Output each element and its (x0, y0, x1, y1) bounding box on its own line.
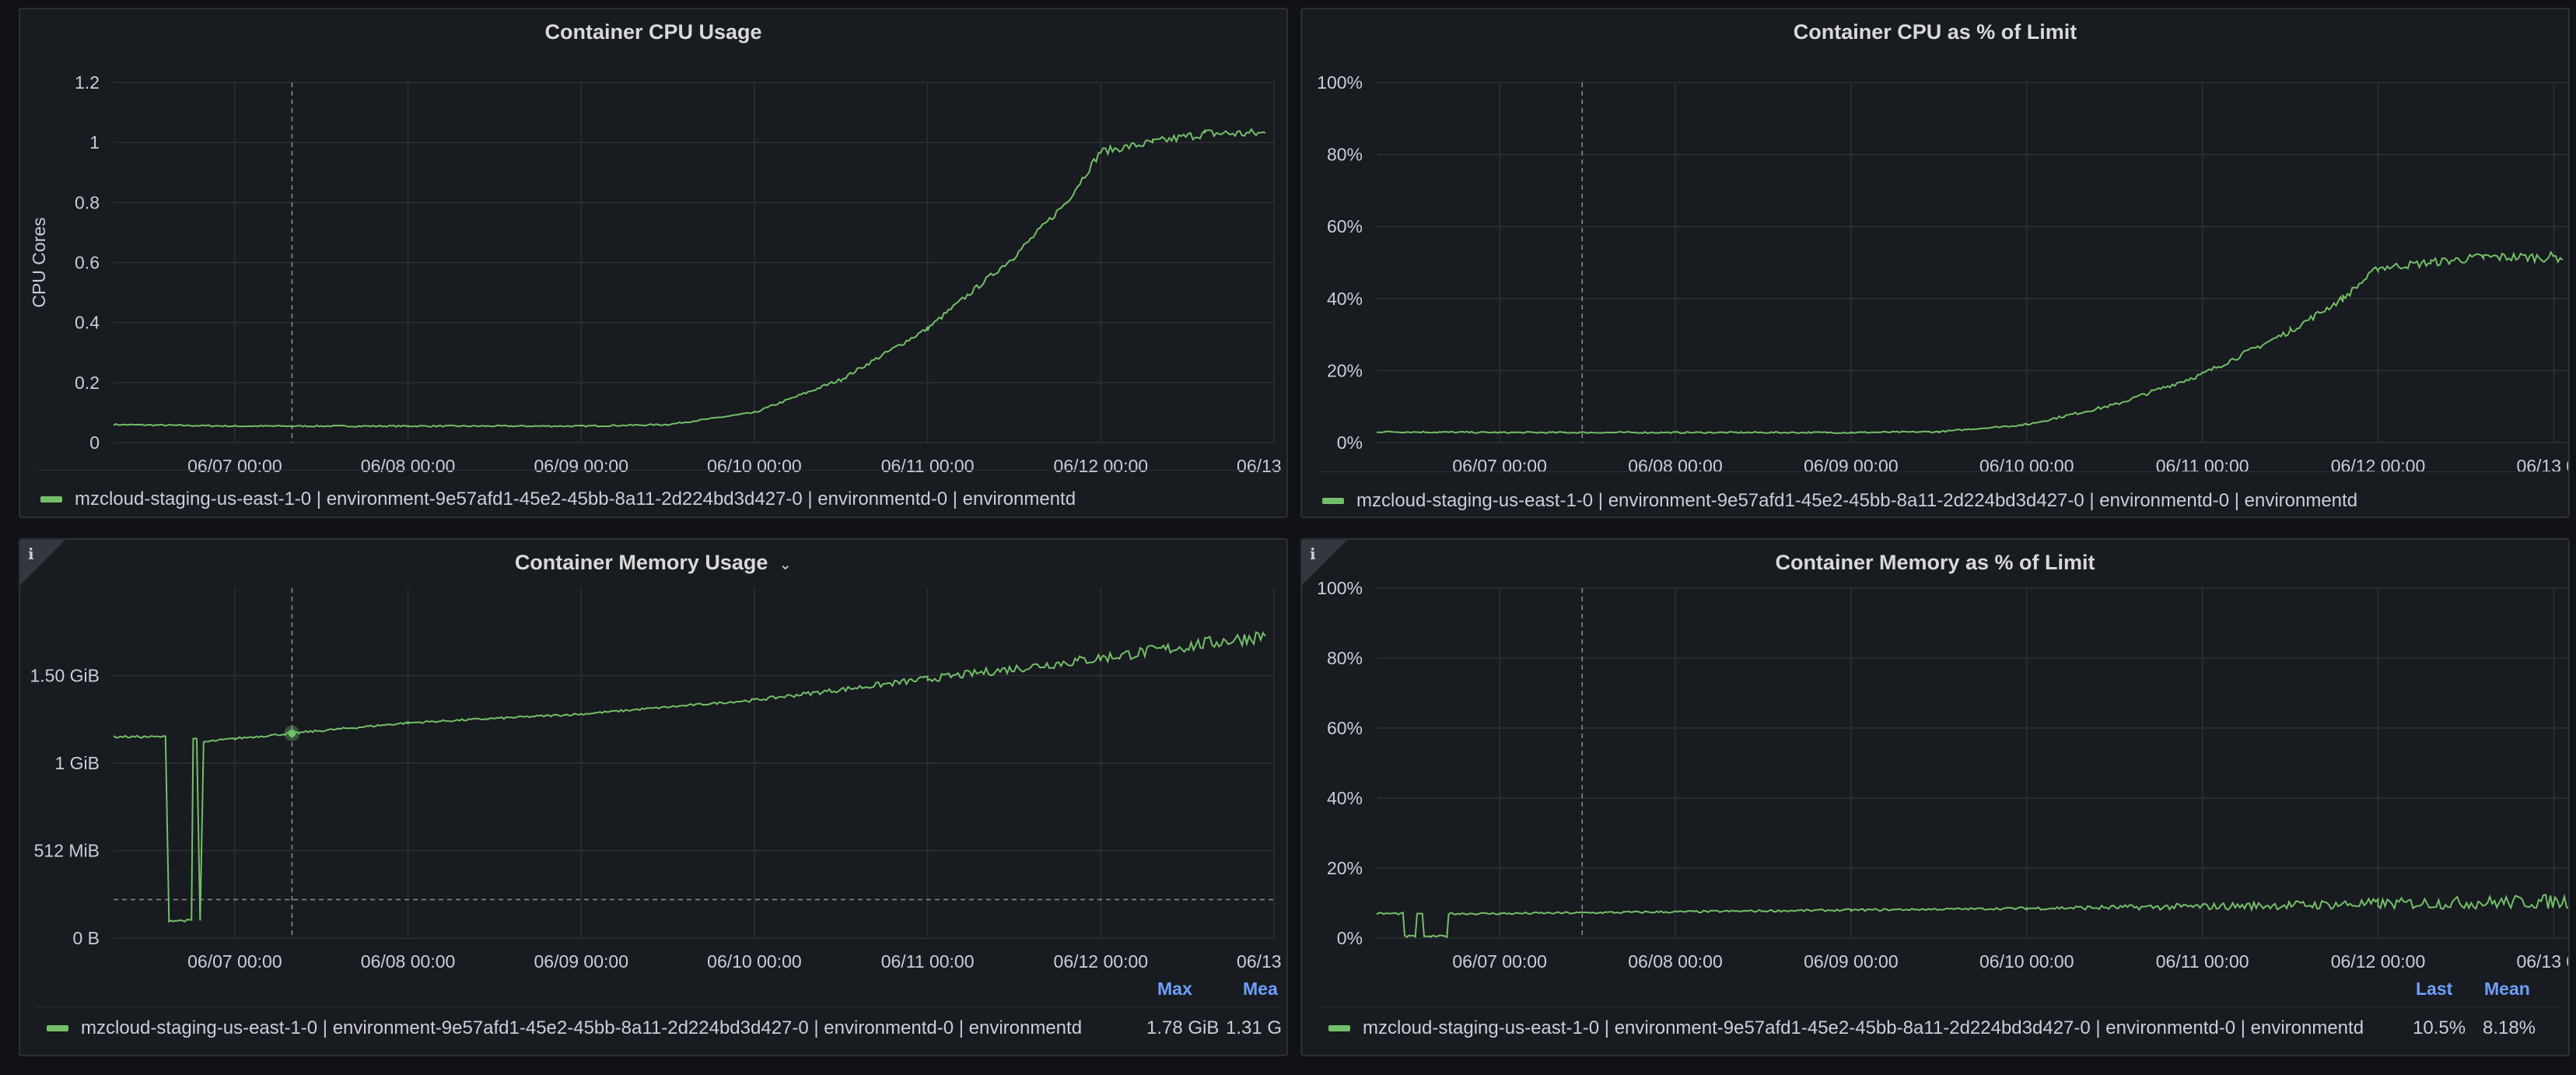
y-tick-label: 80% (1327, 648, 1363, 668)
cpu-percent-chart[interactable]: 0% 20% 40% 60% 80% 100% 06/07 00:00 06/08 00:00… (1302, 9, 2570, 476)
x-tick-label: 06/11 00:00 (2156, 951, 2249, 972)
panel-cpu-percent-limit[interactable]: Container CPU as % of Limit 0% 20% 40% 60% 8… (1300, 8, 2570, 518)
y-tick-label: 1 GiB (54, 753, 100, 773)
legend-divider (1318, 471, 2562, 472)
panel-cpu-usage[interactable]: Container CPU Usage 0 0.2 0.4 0.6 0.8 1 1.2 06/… (19, 8, 1288, 518)
x-tick-label: 06/11 00:00 (881, 951, 975, 972)
legend-header-mean[interactable]: Mea (1243, 979, 1278, 999)
y-tick-label: 20% (1327, 360, 1363, 380)
y-tick-label: 0.4 (75, 313, 100, 333)
x-tick-label: 06/11 00:00 (881, 456, 975, 476)
panel-title[interactable]: Container CPU as % of Limit (1793, 20, 2077, 44)
legend-header-mean[interactable]: Mean (2484, 979, 2530, 999)
cpu-usage-chart[interactable]: 0 0.2 0.4 0.6 0.8 1 1.2 06/07 00:00 06/08 00:00 0… (20, 9, 1288, 476)
y-tick-label: 40% (1327, 289, 1363, 309)
y-tick-label: 512 MiB (34, 841, 100, 861)
legend-header-max[interactable]: Max (1157, 979, 1192, 999)
x-tick-label: 06/09 00:00 (1804, 456, 1899, 476)
panel-title[interactable]: Container Memory Usage ⌄ (514, 551, 793, 574)
y-tick-label: 1 (89, 132, 100, 152)
legend-value-last: 10.5% (2413, 1017, 2466, 1038)
x-tick-label: 06/12 00:00 (1054, 456, 1149, 476)
y-tick-label: 40% (1327, 788, 1363, 808)
legend-label: mzcloud-staging-us-east-1-0 | environmen… (81, 1017, 1083, 1038)
y-tick-label: 1.50 GiB (30, 666, 100, 686)
x-tick-label: 06/09 00:00 (534, 456, 628, 476)
info-icon[interactable]: i (28, 545, 34, 563)
legend-item[interactable]: mzcloud-staging-us-east-1-0 | environmen… (1322, 490, 2560, 512)
x-tick-label: 06/07 00:00 (187, 456, 282, 476)
series-line (1376, 893, 2568, 939)
y-tick-label: 0.6 (75, 253, 100, 273)
y-tick-label: 0 (89, 432, 100, 453)
legend-label: mzcloud-staging-us-east-1-0 | environmen… (1356, 490, 2358, 511)
y-tick-label: 0% (1337, 432, 1363, 453)
x-tick-label: 06/12 00:00 (1054, 951, 1149, 972)
panel-title[interactable]: Container Memory as % of Limit (1775, 551, 2095, 574)
x-tick-label: 06/08 00:00 (1628, 951, 1723, 972)
y-tick-label: 20% (1327, 858, 1363, 878)
memory-percent-chart[interactable]: 0% 20% 40% 60% 80% 100% 06/07 00:00 06/08 00:00… (1302, 540, 2570, 1007)
x-tick-label: 06/13 00: (1237, 456, 1288, 476)
x-tick-label: 06/07 00:00 (187, 951, 282, 972)
y-tick-label: 60% (1327, 216, 1363, 236)
x-tick-label: 06/10 00:00 (1979, 951, 2074, 972)
x-tick-label: 06/08 00:00 (361, 951, 456, 972)
series-line (113, 631, 1266, 923)
x-tick-label: 06/10 00:00 (1979, 456, 2074, 476)
x-tick-label: 06/08 00:00 (1628, 456, 1723, 476)
panel-memory-usage[interactable]: i Container Memory Usage ⌄ 0 B 512 MiB 1 Gi… (19, 538, 1288, 1056)
x-tick-label: 06/12 00:00 (2331, 951, 2426, 972)
y-axis-label: CPU Cores (29, 217, 49, 307)
y-tick-label: 1.2 (75, 72, 100, 93)
y-tick-label: 100% (1317, 578, 1363, 598)
x-tick-label: 06/12 00:00 (2331, 456, 2426, 476)
panel-title[interactable]: Container CPU Usage (544, 20, 762, 44)
legend-header-last[interactable]: Last (2416, 979, 2453, 999)
x-tick-label: 06/07 00:00 (1452, 951, 1547, 972)
hover-point (288, 729, 296, 737)
series-line (1377, 250, 2564, 435)
info-corner[interactable] (20, 540, 65, 585)
legend-swatch (40, 496, 62, 502)
legend-value-mean: 1.31 G (1226, 1017, 1283, 1038)
legend-item[interactable]: mzcloud-staging-us-east-1-0 | environmen… (1328, 1017, 2560, 1039)
legend-divider (36, 470, 1280, 471)
y-tick-label: 80% (1327, 145, 1363, 165)
panel-memory-percent-limit[interactable]: i Container Memory as % of Limit 0% 20% 40… (1300, 538, 2570, 1056)
legend-value-mean: 8.18% (2483, 1017, 2536, 1038)
info-corner[interactable] (1302, 540, 1347, 585)
y-tick-label: 100% (1317, 72, 1363, 93)
x-tick-label: 06/09 00:00 (1804, 951, 1899, 972)
legend-label: mzcloud-staging-us-east-1-0 | environmen… (75, 488, 1076, 509)
chevron-down-icon[interactable]: ⌄ (779, 556, 793, 573)
x-tick-label: 06/10 00:00 (707, 951, 802, 972)
x-tick-label: 06/13 00: (2516, 456, 2570, 476)
x-tick-label: 06/08 00:00 (361, 456, 456, 476)
x-tick-label: 06/11 00:00 (2156, 456, 2249, 476)
legend-value-max: 1.78 GiB (1146, 1017, 1220, 1038)
y-tick-label: 0 B (72, 928, 100, 948)
legend-label: mzcloud-staging-us-east-1-0 | environmen… (1363, 1017, 2364, 1038)
x-tick-label: 06/13 00: (1237, 951, 1288, 972)
y-tick-label: 0% (1337, 928, 1363, 948)
y-tick-label: 0.8 (75, 192, 100, 212)
info-icon[interactable]: i (1310, 545, 1316, 563)
x-tick-label: 06/09 00:00 (534, 951, 628, 972)
memory-usage-chart[interactable]: 0 B 512 MiB 1 GiB 1.50 GiB 06/07 00:00 06/08 … (20, 540, 1288, 1007)
series-line (113, 128, 1266, 428)
legend-item[interactable]: mzcloud-staging-us-east-1-0 | environmen… (40, 488, 1279, 510)
legend-item[interactable]: mzcloud-staging-us-east-1-0 | environmen… (47, 1017, 1279, 1039)
y-tick-label: 60% (1327, 718, 1363, 738)
x-tick-label: 06/10 00:00 (707, 456, 802, 476)
legend-swatch (1322, 498, 1344, 504)
x-tick-label: 06/07 00:00 (1452, 456, 1547, 476)
x-tick-label: 06/13 00: (2516, 951, 2570, 972)
legend-swatch (47, 1025, 68, 1031)
legend-swatch (1328, 1025, 1350, 1031)
y-tick-label: 0.2 (75, 373, 100, 393)
